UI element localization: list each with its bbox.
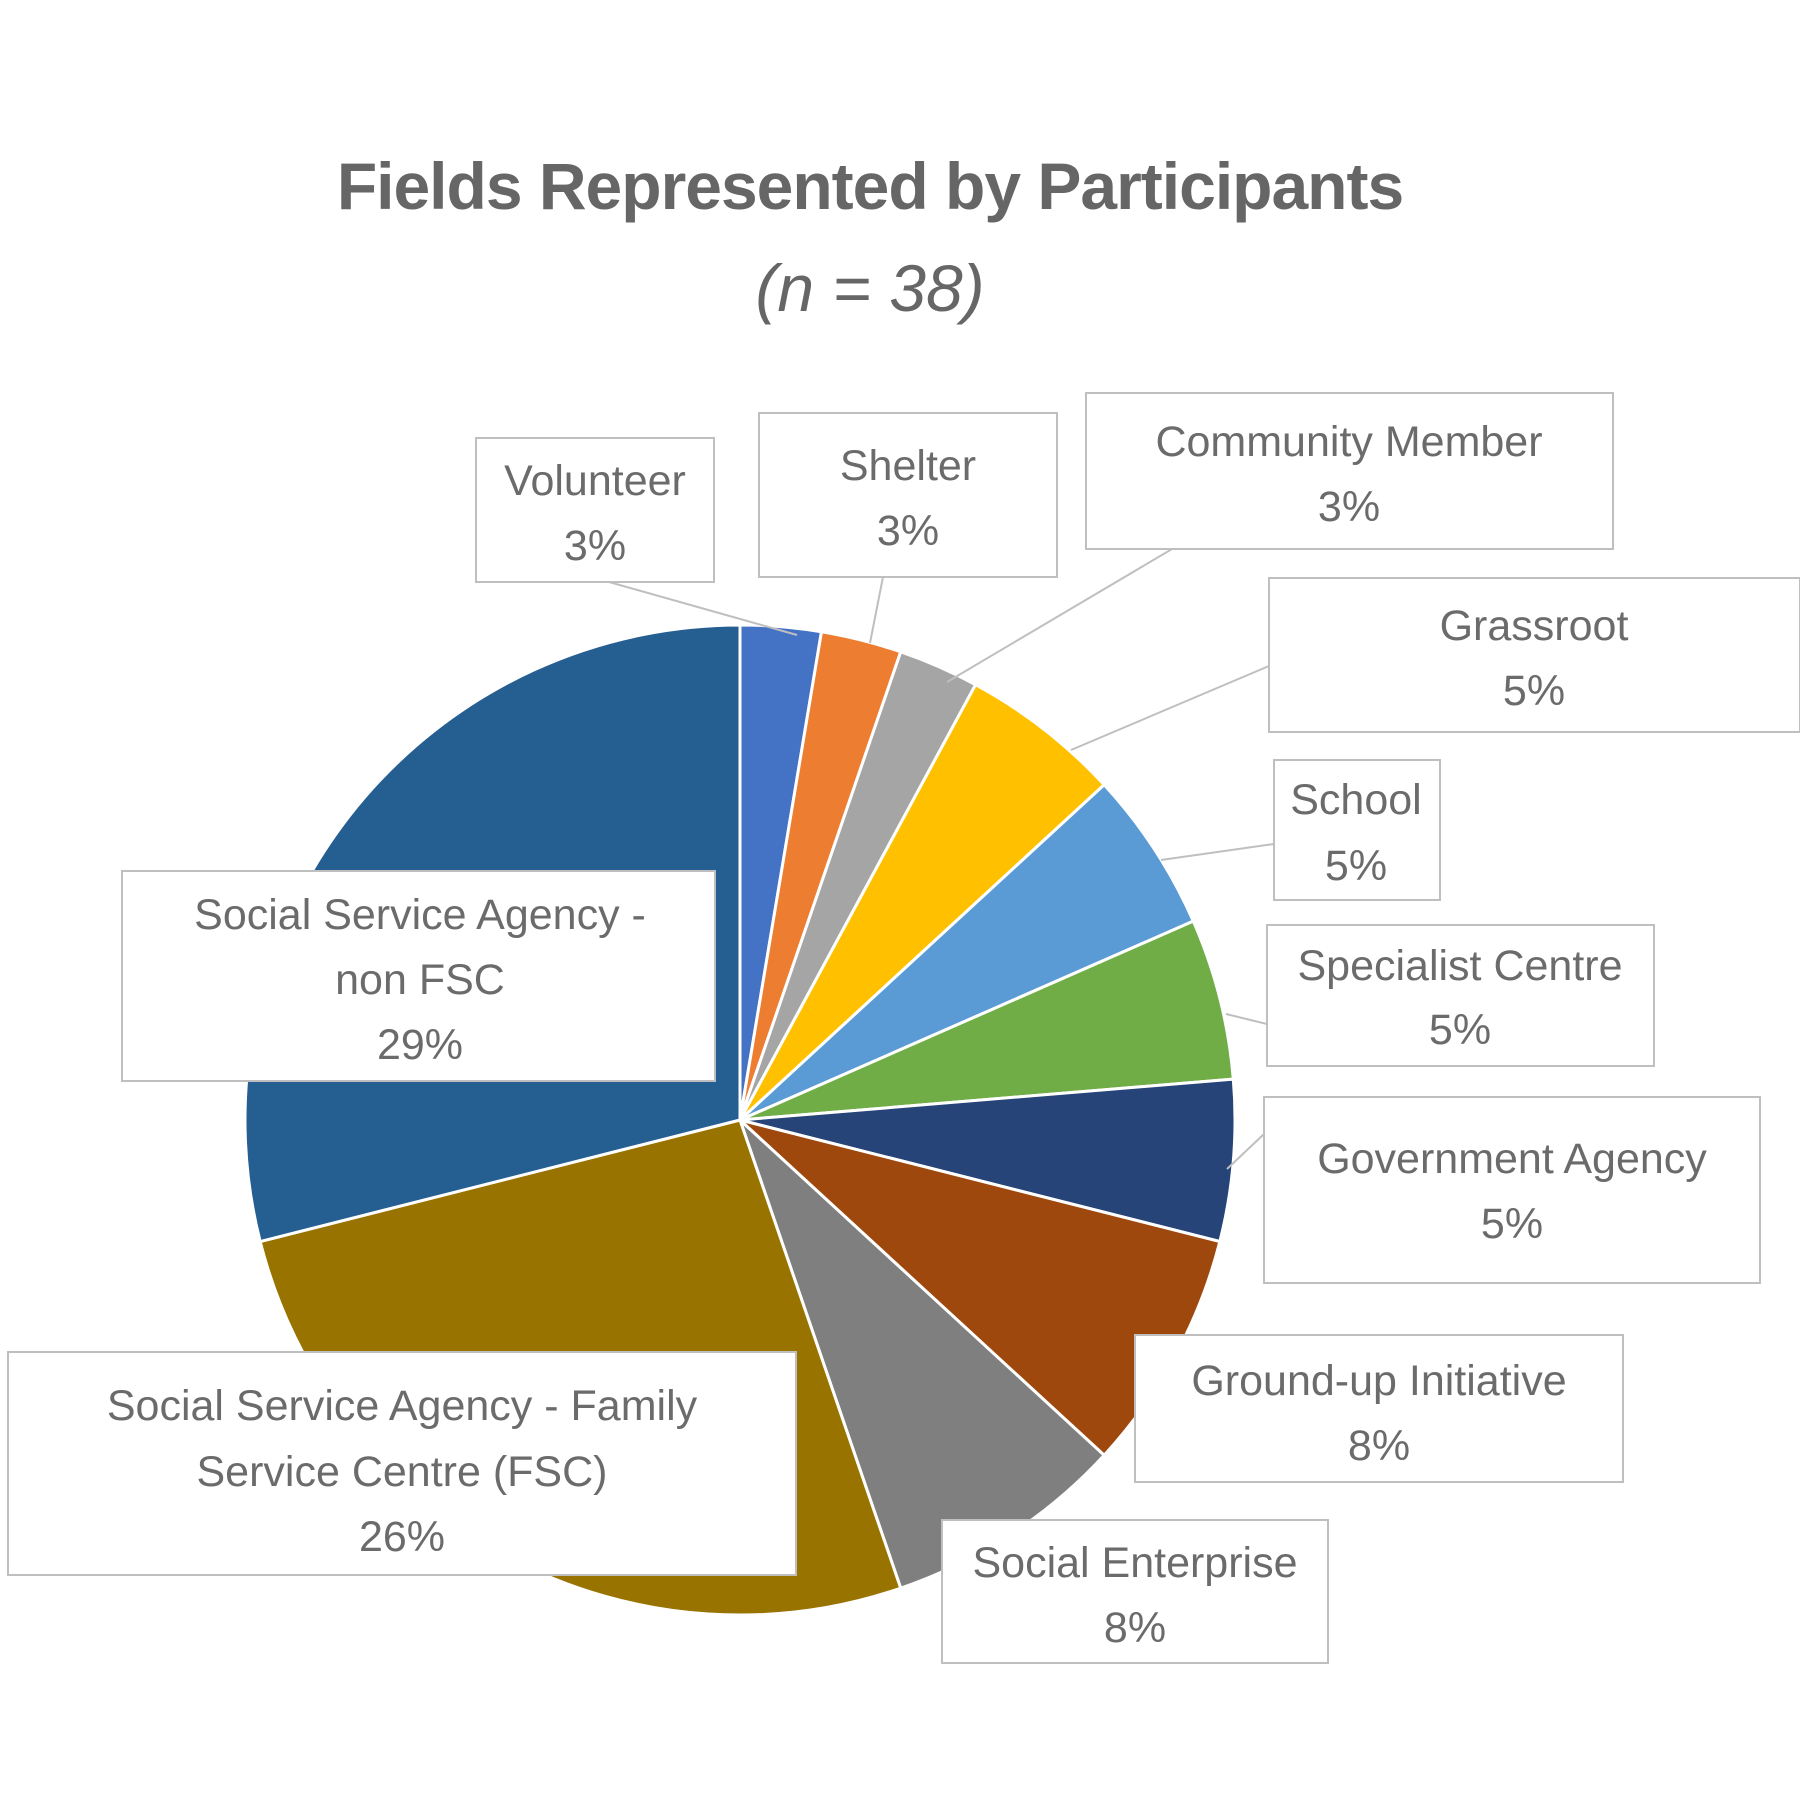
label-box bbox=[121, 870, 716, 1082]
slice-label: Volunteer 3% bbox=[475, 437, 715, 583]
slice-name-label: Social Service Agency - bbox=[194, 891, 646, 939]
label-box bbox=[758, 412, 1058, 578]
label-box bbox=[475, 437, 715, 583]
slice-percent-label: 8% bbox=[1348, 1422, 1410, 1470]
slice-label: School 5% bbox=[1273, 759, 1441, 901]
slice-label: Community Member 3% bbox=[1085, 392, 1614, 550]
slice-name-label: Social Service Agency - Family bbox=[107, 1382, 698, 1430]
slice-percent-label: 29% bbox=[377, 1021, 463, 1069]
slice-label: Social Service Agency - Family Service Ce… bbox=[7, 1351, 797, 1576]
slice-percent-label: 8% bbox=[1104, 1604, 1166, 1652]
leader-line bbox=[1070, 664, 1270, 751]
label-box bbox=[1085, 392, 1614, 550]
leader-line bbox=[1160, 842, 1275, 868]
slice-label: Social Service Agency - non FSC 29% bbox=[121, 870, 716, 1082]
slice-label: Ground-up Initiative 8% bbox=[1134, 1334, 1624, 1483]
slice-name-label: School bbox=[1290, 776, 1421, 824]
chart-subtitle: (n = 38) bbox=[755, 251, 985, 325]
slice-percent-label: 5% bbox=[1481, 1200, 1543, 1248]
slice-label: Shelter 3% bbox=[758, 412, 1058, 578]
label-box bbox=[941, 1519, 1329, 1664]
slice-percent-label: 3% bbox=[1318, 483, 1380, 531]
slice-percent-label: 26% bbox=[359, 1513, 445, 1561]
label-box bbox=[1134, 1334, 1624, 1483]
slice-percent-label: 3% bbox=[564, 522, 626, 570]
slice-label: Government Agency 5% bbox=[1263, 1096, 1761, 1284]
label-box bbox=[1266, 924, 1655, 1067]
pie-slice bbox=[738, 782, 1196, 1122]
slice-name-label: Community Member bbox=[1155, 418, 1542, 466]
slice-name-label: non FSC bbox=[335, 956, 505, 1004]
slice-percent-label: 5% bbox=[1503, 667, 1565, 715]
pie-slice bbox=[738, 682, 1107, 1122]
label-box bbox=[7, 1351, 797, 1576]
slice-name-label: Specialist Centre bbox=[1297, 942, 1622, 990]
slice-label: Specialist Centre 5% bbox=[1266, 924, 1655, 1067]
pie-slice bbox=[739, 919, 1235, 1122]
slice-name-label: Volunteer bbox=[504, 457, 686, 505]
chart-title: Fields Represented by Participants bbox=[336, 149, 1404, 223]
slice-name-label: Government Agency bbox=[1317, 1135, 1707, 1183]
slice-name-label: Shelter bbox=[840, 442, 976, 490]
slice-percent-label: 3% bbox=[877, 507, 939, 555]
slice-label: Grassroot 5% bbox=[1268, 577, 1800, 733]
slice-name-label: Grassroot bbox=[1440, 602, 1629, 650]
pie-slice bbox=[739, 1077, 1237, 1244]
slice-name-label: Social Enterprise bbox=[972, 1539, 1297, 1587]
label-box bbox=[1263, 1096, 1761, 1284]
slice-percent-label: 5% bbox=[1325, 842, 1387, 890]
label-box bbox=[1268, 577, 1800, 733]
slice-label: Social Enterprise 8% bbox=[941, 1519, 1329, 1664]
slice-percent-label: 5% bbox=[1429, 1006, 1491, 1054]
slice-name-label: Service Centre (FSC) bbox=[197, 1448, 608, 1496]
slice-name-label: Ground-up Initiative bbox=[1191, 1357, 1566, 1405]
label-box bbox=[1273, 759, 1441, 901]
